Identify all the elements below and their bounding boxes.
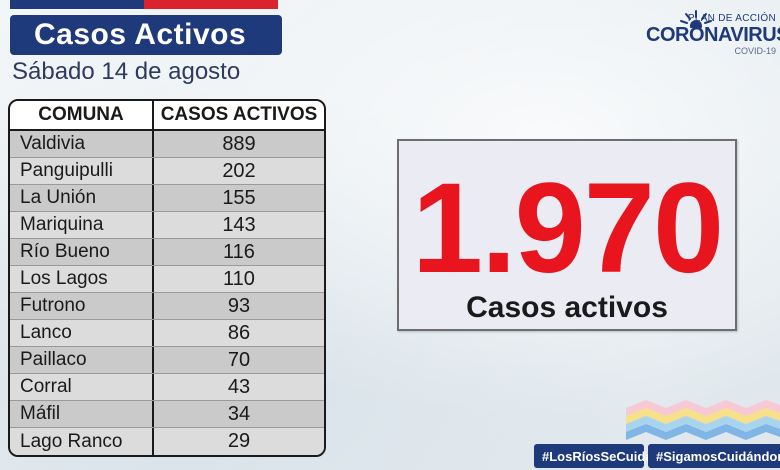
flag-stripe-red xyxy=(144,0,278,9)
comuna-cell: Corral xyxy=(20,376,72,397)
table-row: Lago Ranco 29 xyxy=(10,428,324,455)
comuna-cell: Mariquina xyxy=(20,214,104,235)
total-label: Casos activos xyxy=(466,291,668,324)
comuna-cell: Paillaco xyxy=(20,349,87,370)
comuna-cell: Máfil xyxy=(20,403,61,424)
wave-stripes-icon xyxy=(626,400,780,440)
header-comuna: COMUNA xyxy=(38,104,124,125)
hashtag-los-rios: #LosRíosSeCuida xyxy=(534,444,653,468)
logo-plan-text: PLAN DE ACCIÓN xyxy=(687,13,776,24)
coronavirus-logo: PLAN DE ACCIÓN CORONAVIRUS COVID-19 xyxy=(638,8,780,58)
casos-cell: 202 xyxy=(152,158,324,184)
casos-cell: 143 xyxy=(152,212,324,238)
comuna-cell: La Unión xyxy=(20,187,97,208)
table-row: Máfil 34 xyxy=(10,401,324,428)
casos-cell: 34 xyxy=(152,401,324,427)
casos-cell: 70 xyxy=(152,347,324,373)
comuna-cell: Lago Ranco xyxy=(20,430,123,452)
flag-stripe xyxy=(10,0,278,9)
table-row: Valdivia 889 xyxy=(10,131,324,158)
sun-rays-icon xyxy=(680,10,712,28)
cases-table: COMUNA CASOS ACTIVOS Valdivia 889 Panguipu… xyxy=(8,99,326,457)
table-header: COMUNA CASOS ACTIVOS xyxy=(10,101,324,131)
total-value: 1.970 xyxy=(411,157,724,300)
comuna-cell: Futrono xyxy=(20,295,86,316)
casos-cell: 93 xyxy=(152,293,324,319)
comuna-cell: Panguipulli xyxy=(20,160,113,181)
table-row: Corral 43 xyxy=(10,374,324,401)
table-body: Valdivia 889 Panguipulli 202 La Unión 155 Mari… xyxy=(10,131,324,455)
comuna-cell: Los Lagos xyxy=(20,268,108,289)
logo-sub-text: COVID-19 xyxy=(734,46,776,56)
table-row: Paillaco 70 xyxy=(10,347,324,374)
table-row: Panguipulli 202 xyxy=(10,158,324,185)
table-row: La Unión 155 xyxy=(10,185,324,212)
table-row: Los Lagos 110 xyxy=(10,266,324,293)
table-row: Mariquina 143 xyxy=(10,212,324,239)
comuna-cell: Lanco xyxy=(20,322,72,343)
casos-cell: 116 xyxy=(152,239,324,265)
total-card: 1.970 Casos activos xyxy=(397,139,737,331)
page-subtitle: Sábado 14 de agosto xyxy=(12,58,241,85)
comuna-cell: Río Bueno xyxy=(20,241,110,262)
table-row: Lanco 86 xyxy=(10,320,324,347)
table-row: Río Bueno 116 xyxy=(10,239,324,266)
casos-cell: 86 xyxy=(152,320,324,346)
casos-cell: 43 xyxy=(152,374,324,400)
casos-cell: 155 xyxy=(152,185,324,211)
logo-name-text: CORONAVIRUS xyxy=(646,24,780,46)
page-title: Casos Activos xyxy=(10,15,282,55)
casos-cell: 110 xyxy=(152,266,324,292)
table-row: Futrono 93 xyxy=(10,293,324,320)
hashtag-sigamos: #SigamosCuidándonos xyxy=(648,444,780,468)
comuna-cell: Valdivia xyxy=(20,133,86,154)
casos-cell: 29 xyxy=(152,428,324,455)
flag-stripe-blue xyxy=(10,0,144,9)
casos-cell: 889 xyxy=(152,131,324,157)
header-casos: CASOS ACTIVOS xyxy=(152,101,324,129)
